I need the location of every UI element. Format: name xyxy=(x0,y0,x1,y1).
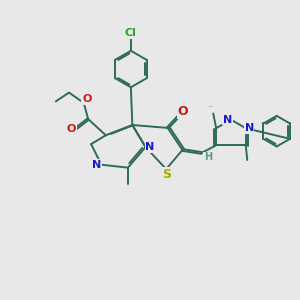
Text: N: N xyxy=(146,142,154,152)
Text: N: N xyxy=(92,160,102,170)
Text: S: S xyxy=(162,168,171,181)
Text: N: N xyxy=(223,115,232,125)
Text: H: H xyxy=(204,152,212,162)
Text: Cl: Cl xyxy=(125,28,137,38)
Text: N: N xyxy=(245,123,254,133)
Text: O: O xyxy=(67,124,76,134)
Text: O: O xyxy=(82,94,92,104)
Text: O: O xyxy=(178,105,188,118)
Text: methyl: methyl xyxy=(209,106,214,107)
